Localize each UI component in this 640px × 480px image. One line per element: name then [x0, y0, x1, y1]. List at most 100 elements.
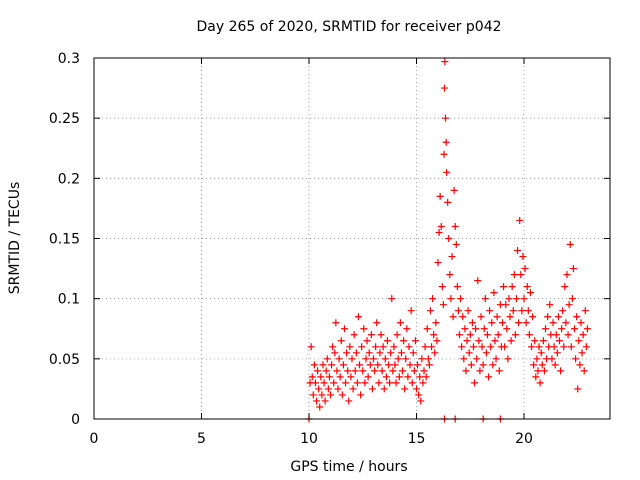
data-point — [368, 385, 376, 393]
data-point — [530, 361, 538, 369]
data-point — [419, 379, 427, 387]
data-point — [533, 355, 541, 363]
data-point — [562, 319, 570, 327]
data-point — [309, 391, 317, 399]
data-point — [401, 385, 409, 393]
data-point — [338, 391, 346, 399]
data-point — [340, 325, 348, 333]
data-point — [554, 313, 562, 321]
data-point — [520, 295, 528, 303]
data-point — [314, 367, 322, 375]
data-point — [386, 379, 394, 387]
data-point — [413, 385, 420, 393]
data-point — [566, 241, 574, 249]
data-point — [371, 367, 379, 375]
data-point — [491, 337, 499, 345]
data-point — [542, 325, 549, 333]
data-point — [372, 343, 380, 351]
data-point — [410, 367, 418, 375]
data-point — [377, 331, 385, 339]
data-point — [317, 373, 325, 381]
data-point — [311, 379, 319, 387]
data-point — [569, 265, 577, 273]
data-point — [328, 361, 336, 369]
data-point — [394, 355, 402, 363]
data-point — [531, 337, 539, 345]
data-point — [575, 337, 583, 345]
data-point — [346, 343, 354, 351]
data-point — [519, 253, 527, 261]
data-point — [342, 379, 350, 387]
data-point — [537, 349, 545, 357]
data-point — [330, 379, 338, 387]
data-point — [316, 403, 324, 411]
data-point — [578, 349, 586, 357]
data-point — [380, 385, 388, 393]
data-point — [583, 325, 591, 333]
data-point — [516, 216, 524, 224]
data-point — [469, 343, 477, 351]
data-point — [307, 343, 315, 351]
y-tick-label: 0 — [71, 412, 80, 428]
data-point — [582, 343, 590, 351]
data-point — [361, 379, 369, 387]
data-point — [552, 331, 560, 339]
data-point — [561, 283, 569, 291]
x-tick-labels: 0 5 10 15 20 — [90, 431, 533, 447]
data-point — [331, 349, 339, 357]
data-point — [370, 355, 377, 363]
data-point — [320, 379, 328, 387]
data-point — [399, 367, 407, 375]
data-point — [507, 337, 515, 345]
data-point — [364, 373, 372, 381]
data-point — [515, 319, 523, 327]
data-point — [577, 319, 585, 327]
data-point — [529, 313, 537, 321]
data-point — [385, 361, 393, 369]
data-point — [480, 325, 488, 333]
data-point — [457, 295, 465, 303]
y-tick-labels: 0 0.05 0.1 0.15 0.2 0.25 0.3 — [49, 51, 80, 428]
data-point — [402, 355, 410, 363]
data-point — [534, 367, 542, 375]
data-point — [437, 222, 445, 230]
data-point — [477, 313, 485, 321]
data-point — [436, 192, 444, 200]
data-point — [571, 325, 579, 333]
data-point — [351, 367, 359, 375]
data-point — [503, 325, 511, 333]
data-point — [423, 325, 431, 333]
data-point — [356, 361, 364, 369]
x-tick-label: 0 — [90, 431, 99, 447]
data-point — [365, 349, 373, 357]
data-point — [441, 58, 449, 66]
data-point — [490, 289, 498, 297]
data-point — [459, 313, 467, 321]
data-point — [406, 361, 414, 369]
data-point — [422, 373, 430, 381]
y-tick-label: 0.1 — [58, 292, 80, 308]
y-axis-title: SRMTID / TECUs — [7, 182, 23, 295]
data-point — [458, 343, 466, 351]
data-point — [574, 385, 582, 393]
data-point — [438, 283, 446, 291]
data-point — [397, 349, 405, 357]
data-point — [376, 349, 384, 357]
data-point — [339, 361, 347, 369]
data-point — [378, 367, 386, 375]
data-point — [564, 331, 572, 339]
data-point — [465, 349, 473, 357]
data-point — [357, 391, 365, 399]
x-tick-label: 15 — [408, 431, 426, 447]
data-point — [390, 343, 398, 351]
data-point — [407, 307, 415, 315]
data-point — [323, 355, 331, 363]
data-point — [388, 295, 396, 303]
axis-ticks — [93, 57, 610, 420]
data-point — [473, 355, 481, 363]
data-point — [433, 337, 441, 345]
data-point — [509, 307, 517, 315]
data-point — [532, 373, 540, 381]
data-point — [324, 385, 332, 393]
data-point — [395, 373, 403, 381]
